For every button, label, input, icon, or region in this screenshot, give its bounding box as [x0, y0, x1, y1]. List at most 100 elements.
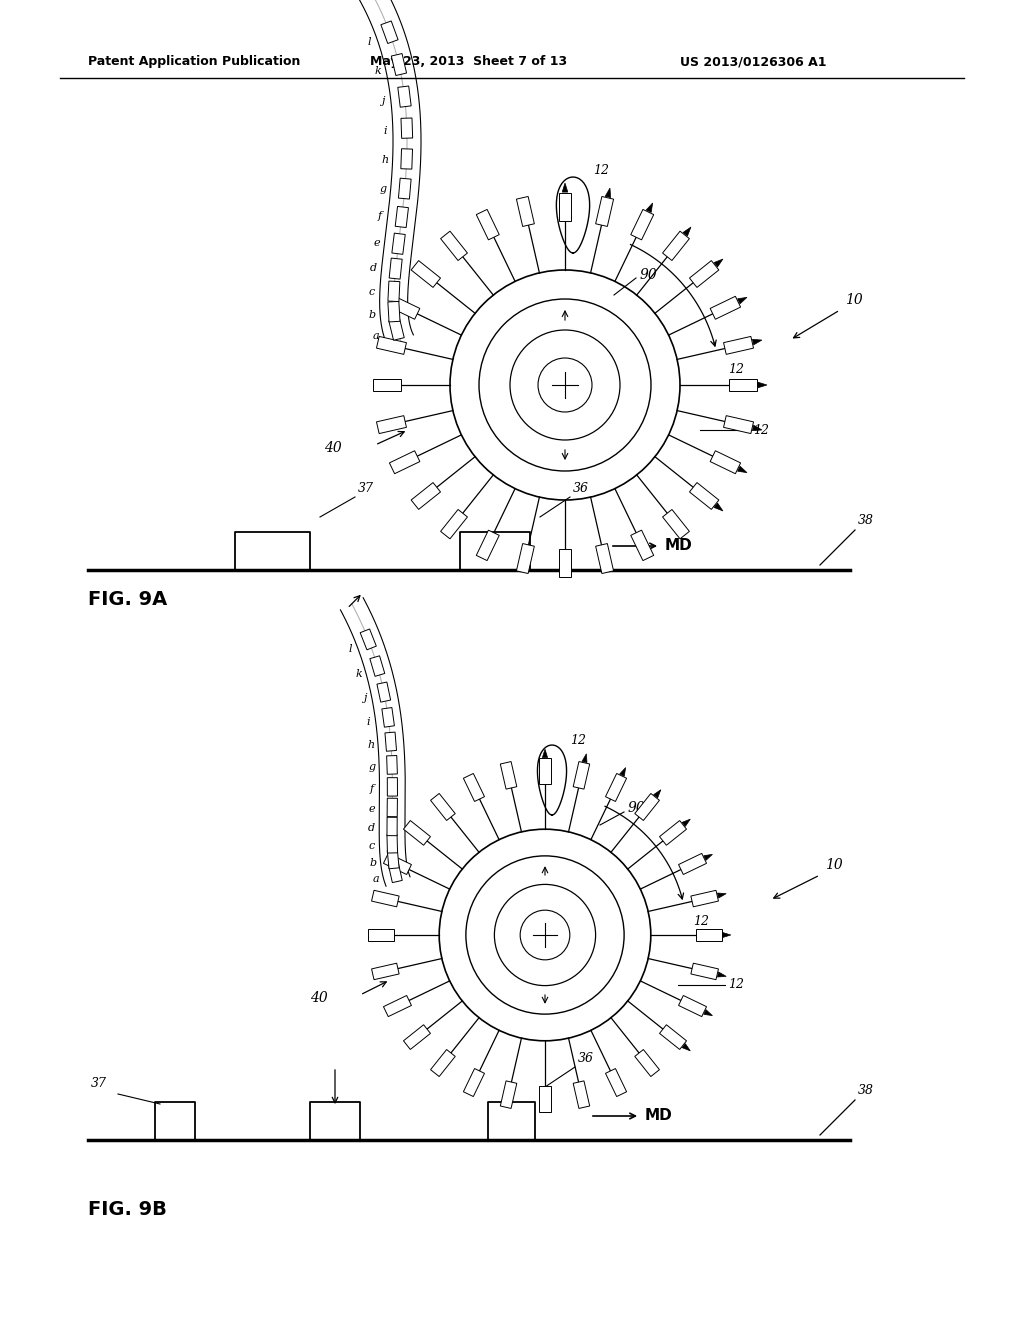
Polygon shape: [377, 337, 407, 354]
Polygon shape: [729, 379, 757, 391]
Text: 12: 12: [693, 915, 709, 928]
Text: g: g: [369, 763, 376, 772]
Text: j: j: [362, 693, 367, 704]
Text: 37: 37: [91, 1077, 106, 1090]
Text: Patent Application Publication: Patent Application Publication: [88, 55, 300, 69]
Polygon shape: [403, 821, 430, 845]
Polygon shape: [383, 854, 412, 875]
Text: f: f: [378, 211, 382, 222]
Polygon shape: [400, 149, 413, 169]
Text: h: h: [381, 156, 388, 165]
Polygon shape: [430, 1049, 456, 1077]
Polygon shape: [573, 762, 590, 789]
Text: g: g: [379, 183, 386, 194]
Polygon shape: [387, 850, 399, 869]
Polygon shape: [682, 820, 690, 826]
Polygon shape: [476, 531, 500, 561]
Polygon shape: [412, 260, 440, 288]
Polygon shape: [714, 259, 723, 267]
Text: e: e: [373, 238, 380, 248]
Polygon shape: [573, 1081, 590, 1109]
Polygon shape: [682, 1044, 690, 1051]
Polygon shape: [635, 793, 659, 821]
Text: i: i: [367, 717, 370, 727]
Text: 38: 38: [858, 1084, 874, 1097]
Polygon shape: [387, 755, 397, 775]
Polygon shape: [711, 296, 740, 319]
Polygon shape: [540, 1086, 551, 1111]
Polygon shape: [388, 281, 399, 301]
Text: l: l: [368, 37, 372, 46]
Polygon shape: [596, 544, 613, 573]
Text: MD: MD: [665, 539, 693, 553]
Text: d: d: [369, 824, 376, 833]
Polygon shape: [372, 890, 399, 907]
Text: f: f: [370, 784, 374, 793]
Polygon shape: [635, 1049, 659, 1077]
Text: 90: 90: [640, 268, 657, 282]
Text: c: c: [369, 841, 375, 851]
Polygon shape: [605, 1069, 627, 1097]
Text: 37: 37: [358, 482, 374, 495]
Polygon shape: [703, 1010, 713, 1015]
Polygon shape: [737, 466, 746, 473]
Polygon shape: [659, 1024, 686, 1049]
Polygon shape: [631, 210, 653, 240]
Polygon shape: [596, 197, 613, 227]
Polygon shape: [372, 964, 399, 979]
Polygon shape: [605, 774, 627, 801]
Polygon shape: [398, 178, 411, 199]
Polygon shape: [389, 296, 420, 319]
Polygon shape: [663, 510, 689, 539]
Text: FIG. 9A: FIG. 9A: [88, 590, 167, 609]
Polygon shape: [679, 995, 707, 1016]
Polygon shape: [377, 682, 390, 702]
Text: b: b: [370, 858, 377, 869]
Text: MD: MD: [645, 1109, 673, 1123]
Polygon shape: [620, 767, 626, 776]
Polygon shape: [360, 630, 377, 649]
Text: 12: 12: [593, 164, 609, 177]
Polygon shape: [387, 799, 397, 817]
Text: 12: 12: [728, 363, 743, 376]
Polygon shape: [703, 854, 713, 861]
Polygon shape: [440, 231, 467, 260]
Polygon shape: [464, 1069, 484, 1097]
Polygon shape: [711, 450, 740, 474]
Polygon shape: [691, 964, 719, 979]
Polygon shape: [369, 929, 394, 941]
Polygon shape: [724, 337, 754, 354]
Text: d: d: [370, 263, 377, 273]
Polygon shape: [392, 234, 406, 255]
Polygon shape: [753, 425, 762, 430]
Polygon shape: [516, 197, 535, 227]
Polygon shape: [646, 203, 652, 213]
Text: e: e: [369, 804, 376, 814]
Text: a: a: [373, 331, 379, 342]
Polygon shape: [582, 754, 587, 763]
Polygon shape: [389, 318, 404, 341]
Polygon shape: [718, 894, 726, 898]
Text: 12: 12: [570, 734, 586, 747]
Polygon shape: [516, 544, 535, 573]
Text: US 2013/0126306 A1: US 2013/0126306 A1: [680, 55, 826, 69]
Text: 36: 36: [573, 482, 589, 495]
Polygon shape: [683, 227, 691, 236]
Text: h: h: [368, 741, 374, 750]
Text: k: k: [355, 668, 361, 678]
Text: i: i: [383, 125, 387, 136]
Polygon shape: [543, 750, 548, 758]
Text: l: l: [348, 644, 352, 653]
Polygon shape: [476, 210, 500, 240]
Polygon shape: [559, 549, 571, 577]
Polygon shape: [689, 260, 719, 288]
Polygon shape: [724, 416, 754, 433]
Text: j: j: [381, 96, 385, 107]
Polygon shape: [385, 733, 396, 751]
Polygon shape: [653, 789, 660, 797]
Polygon shape: [430, 793, 456, 821]
Polygon shape: [737, 297, 746, 304]
Text: FIG. 9B: FIG. 9B: [88, 1200, 167, 1218]
Polygon shape: [501, 1081, 517, 1109]
Text: 36: 36: [578, 1052, 594, 1065]
